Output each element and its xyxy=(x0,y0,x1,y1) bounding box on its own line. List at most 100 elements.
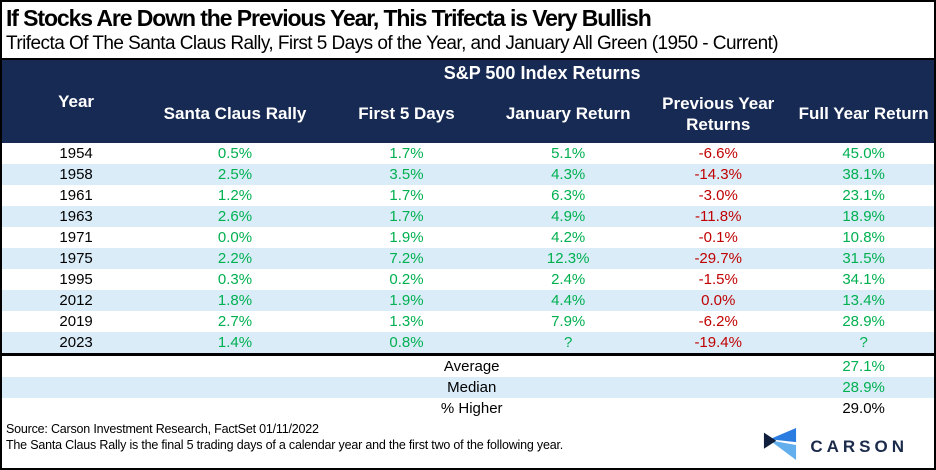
value-cell: 0.2% xyxy=(389,271,424,288)
column-header-year: Year xyxy=(2,59,151,143)
summary-row: Average 27.1% xyxy=(2,353,934,377)
value-cell: 34.1% xyxy=(842,271,885,288)
table-row: 1975 2.2% 7.2% 12.3% -29.7% 31.5% xyxy=(2,248,934,269)
value-cell: 13.4% xyxy=(842,292,885,309)
carson-chevron-icon xyxy=(761,427,799,466)
value-cell: -0.1% xyxy=(698,229,738,246)
year-cell: 1995 xyxy=(59,271,93,288)
value-cell: 18.9% xyxy=(842,208,885,225)
summary-value: 27.1% xyxy=(793,353,934,377)
value-cell: -11.8% xyxy=(695,208,742,225)
value-cell: 28.9% xyxy=(842,313,885,330)
value-cell: ? xyxy=(859,334,868,351)
table-row: 2019 2.7% 1.3% 7.9% -6.2% 28.9% xyxy=(2,311,934,332)
value-cell: -29.7% xyxy=(694,250,742,267)
year-cell: 2019 xyxy=(59,313,93,330)
value-cell: 23.1% xyxy=(842,187,885,204)
summary-label: % Higher xyxy=(440,400,503,417)
table-body: 1954 0.5% 1.7% 5.1% -6.6% 45.0% 1958 2.5% 3.5% 4.… xyxy=(2,143,934,355)
value-cell: 1.7% xyxy=(389,187,424,204)
summary-label: Median xyxy=(447,379,497,396)
footer: Source: Carson Investment Research, Fact… xyxy=(2,419,934,461)
value-cell: -1.5% xyxy=(698,271,738,288)
value-cell: 2.2% xyxy=(217,250,253,267)
value-cell: 10.8% xyxy=(842,229,885,246)
value-cell: 0.5% xyxy=(217,145,253,162)
value-cell: 2.4% xyxy=(551,271,586,288)
value-cell: ? xyxy=(563,334,573,351)
value-cell: 1.9% xyxy=(389,229,424,246)
table-row: 1958 2.5% 3.5% 4.3% -14.3% 38.1% xyxy=(2,164,934,185)
table-row: 1963 2.6% 1.7% 4.9% -11.8% 18.9% xyxy=(2,206,934,227)
carson-logo: CARSON xyxy=(761,427,908,466)
summary-body: Average 27.1% Median 28.9% % Higher 29.0% xyxy=(2,353,934,420)
value-cell: 45.0% xyxy=(842,145,885,162)
value-cell: 1.7% xyxy=(389,208,424,225)
page-title: If Stocks Are Down the Previous Year, Th… xyxy=(6,5,652,31)
value-cell: 5.1% xyxy=(551,145,586,162)
group-header-row: Year S&P 500 Index Returns xyxy=(2,59,934,143)
year-cell: 1954 xyxy=(59,145,93,162)
value-cell: -6.6% xyxy=(698,145,738,162)
column-header-previous-year-returns: Previous Year Returns xyxy=(643,86,794,143)
value-cell: 1.3% xyxy=(389,313,424,330)
summary-spacer-cell xyxy=(2,377,150,398)
footnote-line: The Santa Claus Rally is the final 5 tra… xyxy=(6,438,563,453)
column-header-santa-claus-rally: Santa Claus Rally xyxy=(150,86,320,143)
value-cell: 3.5% xyxy=(389,166,424,183)
value-cell: -19.4% xyxy=(694,334,742,351)
table-row: 2023 1.4% 0.8%? -19.4%? xyxy=(2,332,934,355)
value-cell: 0.0% xyxy=(701,292,736,309)
group-header: S&P 500 Index Returns xyxy=(150,59,934,86)
value-cell: 7.2% xyxy=(389,250,424,267)
carson-wordmark: CARSON xyxy=(810,436,908,456)
table-header: Year S&P 500 Index Returns Santa Claus R… xyxy=(2,59,934,143)
value-cell: -6.2% xyxy=(698,313,738,330)
column-header-january-return: January Return xyxy=(493,86,644,143)
year-cell: 1958 xyxy=(59,166,93,183)
summary-spacer-cell xyxy=(2,353,151,377)
summary-row: % Higher 29.0% xyxy=(2,398,934,419)
value-cell: 4.9% xyxy=(551,208,586,225)
year-cell: 2023 xyxy=(59,334,93,351)
summary-value: 29.0% xyxy=(842,400,885,417)
value-cell: 0.8% xyxy=(389,334,424,351)
value-cell: 6.3% xyxy=(551,187,586,204)
value-cell: 2.5% xyxy=(217,166,253,183)
value-cell: 0.3% xyxy=(217,271,253,288)
summary-label: Average xyxy=(150,353,794,377)
page-subtitle: Trifecta Of The Santa Claus Rally, First… xyxy=(6,33,779,54)
summary-spacer-cell xyxy=(2,398,150,419)
value-cell: -14.3% xyxy=(694,166,742,183)
table-row: 2012 1.8% 1.9% 4.4% 0.0% 13.4% xyxy=(2,290,934,311)
year-cell: 1961 xyxy=(59,187,93,204)
table-row: 1954 0.5% 1.7% 5.1% -6.6% 45.0% xyxy=(2,143,934,164)
value-cell: 31.5% xyxy=(842,250,885,267)
value-cell: -3.0% xyxy=(698,187,738,204)
column-header-row: Santa Claus Rally First 5 Days January R… xyxy=(2,86,934,143)
year-cell: 1971 xyxy=(59,229,93,246)
value-cell: 1.9% xyxy=(389,292,424,309)
value-cell: 4.4% xyxy=(551,292,586,309)
column-header-full-year-return: Full Year Return xyxy=(793,86,934,143)
value-cell: 1.4% xyxy=(217,334,253,351)
value-cell: 4.2% xyxy=(551,229,586,246)
table-row: 1971 0.0% 1.9% 4.2% -0.1% 10.8% xyxy=(2,227,934,248)
year-cell: 1975 xyxy=(59,250,93,267)
year-cell: 1963 xyxy=(59,208,93,225)
summary-row: Median 28.9% xyxy=(2,377,934,398)
source-line: Source: Carson Investment Research, Fact… xyxy=(6,422,319,436)
value-cell: 12.3% xyxy=(546,250,590,267)
year-cell: 2012 xyxy=(59,292,93,309)
value-cell: 0.0% xyxy=(217,229,253,246)
value-cell: 1.7% xyxy=(389,145,424,162)
column-header-first-5-days: First 5 Days xyxy=(319,86,494,143)
value-cell: 4.3% xyxy=(551,166,586,183)
value-cell: 38.1% xyxy=(842,166,885,183)
value-cell: 7.9% xyxy=(551,313,586,330)
results-table: Year S&P 500 Index Returns Santa Claus R… xyxy=(2,58,934,419)
value-cell: 1.8% xyxy=(217,292,253,309)
value-cell: 2.7% xyxy=(217,313,253,330)
table-row: 1995 0.3% 0.2% 2.4% -1.5% 34.1% xyxy=(2,269,934,290)
table-row: 1961 1.2% 1.7% 6.3% -3.0% 23.1% xyxy=(2,185,934,206)
